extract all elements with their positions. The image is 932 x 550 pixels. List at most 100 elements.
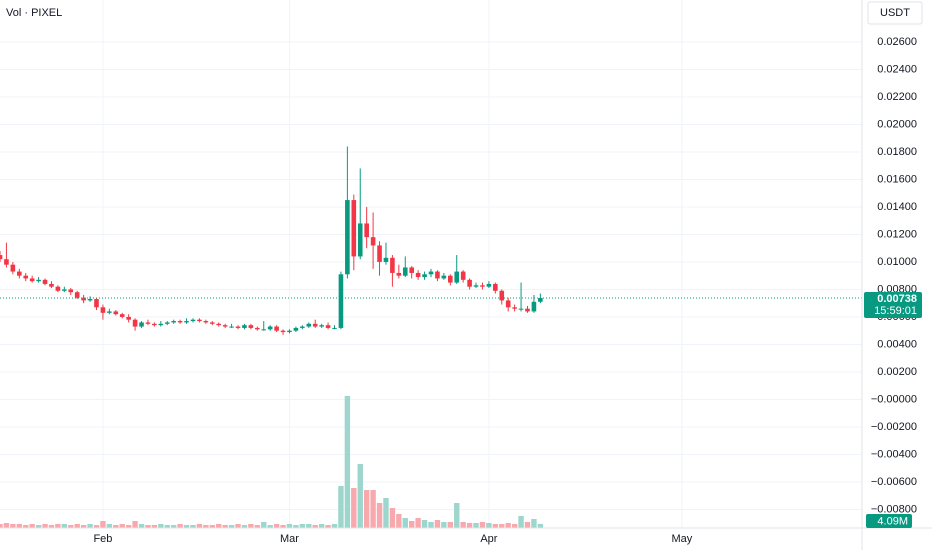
candle-body — [119, 314, 125, 317]
volume-bar — [125, 525, 132, 528]
volume-bar — [383, 498, 389, 528]
y-tick-label: 0.00200 — [877, 366, 917, 378]
candle-body — [29, 278, 35, 282]
candle-body — [447, 275, 453, 283]
candle-body — [248, 325, 254, 328]
volume-bar — [93, 525, 100, 528]
volume-bar — [466, 523, 473, 528]
volume-bar — [190, 525, 196, 528]
volume-bar — [170, 525, 177, 528]
y-tick-label: 0.01800 — [877, 146, 917, 158]
volume-pane — [0, 396, 544, 528]
y-tick-label: 0.02200 — [877, 91, 917, 103]
volume-bar — [479, 522, 486, 528]
volume-bar — [389, 508, 396, 528]
volume-bar — [254, 525, 261, 528]
candle-body — [312, 323, 318, 327]
candle-body — [261, 329, 267, 331]
candle-body — [190, 319, 196, 322]
candle-body — [23, 275, 29, 279]
candle-body — [370, 237, 376, 246]
volume-bar — [441, 522, 447, 528]
candle-body — [531, 301, 537, 312]
volume-bar — [409, 521, 415, 528]
candle-body — [87, 299, 93, 301]
currency-box[interactable] — [867, 1, 923, 25]
candle-body — [235, 326, 241, 328]
candle-body — [402, 267, 408, 276]
volume-bar — [331, 524, 338, 528]
volume-bar — [293, 525, 299, 528]
volume-bar — [138, 524, 145, 528]
volume-bar — [119, 524, 125, 528]
volume-bar — [312, 525, 318, 528]
price-label: 0.00738 — [877, 293, 917, 305]
candle-body — [428, 271, 434, 275]
candle-body — [332, 327, 337, 329]
candle-body — [351, 200, 357, 257]
volume-bar — [100, 521, 106, 528]
volume-bar — [235, 524, 241, 528]
candle-body — [36, 279, 41, 282]
y-tick-label: 0.01200 — [877, 228, 917, 240]
y-tick-label: 0.02600 — [877, 36, 917, 48]
candle-body — [415, 272, 421, 278]
volume-bar — [196, 524, 203, 528]
volume-bar — [74, 524, 80, 528]
volume-bar — [151, 525, 158, 528]
volume-bar — [273, 524, 280, 528]
candle-body — [255, 327, 260, 330]
y-tick-label: −0.00800 — [871, 503, 917, 515]
candle-body — [512, 307, 517, 309]
volume-bar — [357, 464, 363, 528]
volume-bar — [209, 525, 215, 528]
volume-bar — [228, 525, 235, 528]
candle-body — [338, 274, 344, 328]
volume-bar — [248, 524, 254, 528]
volume-bar — [280, 525, 286, 528]
volume-bar — [434, 520, 441, 528]
volume-bar — [447, 522, 453, 528]
volume-bar — [376, 503, 383, 528]
y-tick-label: −0.00000 — [871, 393, 917, 405]
candle-body — [152, 323, 157, 326]
volume-bar — [286, 524, 293, 528]
candle-body — [467, 279, 472, 287]
candle-body — [132, 319, 138, 327]
candle-body — [274, 326, 279, 331]
candle-body — [319, 325, 324, 327]
volume-bar — [524, 522, 531, 528]
x-tick-label: Apr — [480, 533, 497, 545]
candle-body — [203, 321, 209, 323]
volume-bar — [351, 488, 357, 528]
volume-bar — [42, 524, 48, 528]
volume-bar — [113, 525, 119, 528]
candle-body — [493, 283, 498, 291]
volume-bar — [145, 525, 151, 528]
candle-body — [177, 321, 183, 323]
candle-body — [454, 271, 460, 283]
volume-bar — [505, 523, 511, 528]
candle-body — [538, 297, 543, 302]
candle-body — [126, 316, 131, 320]
candle-body — [49, 283, 54, 287]
x-tick-label: Feb — [93, 533, 112, 545]
volume-bar — [216, 524, 222, 528]
candle-body — [55, 286, 61, 291]
candle-body — [499, 290, 505, 301]
volume-bar — [177, 524, 183, 528]
candle-body — [300, 326, 305, 328]
volume-bar — [486, 523, 492, 528]
volume-bar — [318, 524, 325, 528]
candle-body — [139, 322, 144, 327]
candle-body — [473, 285, 479, 287]
candle-body — [409, 267, 415, 273]
volume-bar — [421, 520, 428, 528]
volume-bar — [338, 486, 344, 528]
volume-bar — [55, 524, 61, 528]
volume-bar — [492, 524, 499, 528]
candle-body — [209, 322, 215, 324]
candle-body — [197, 319, 202, 322]
currency[interactable]: USDT — [880, 7, 910, 19]
candle-body — [441, 275, 447, 279]
